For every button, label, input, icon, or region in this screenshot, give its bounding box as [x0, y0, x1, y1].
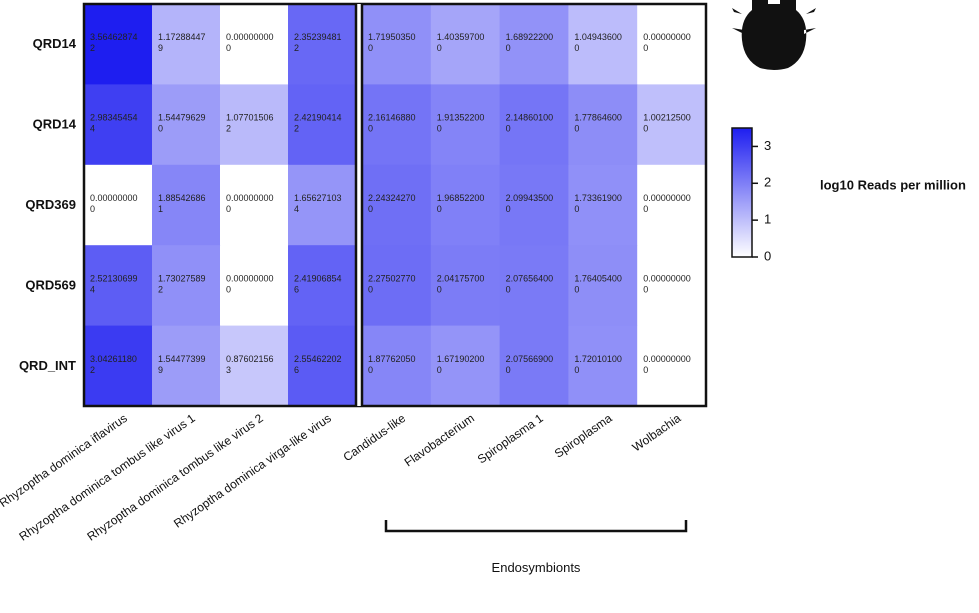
x-tick-label: Wolbachia: [630, 411, 684, 455]
row-label: QRD_INT: [19, 358, 76, 373]
x-tick-label: Flavobacterium: [402, 411, 477, 470]
row-label: QRD14: [33, 117, 77, 132]
group-bracket: [386, 520, 686, 531]
group-label: Endosymbionts: [492, 560, 581, 575]
beetle-icon: [732, 0, 816, 70]
chart: Endosymbionts log10 Reads per million QR…: [0, 0, 979, 613]
heatmap-cells: [84, 4, 707, 407]
row-label: QRD569: [25, 277, 76, 292]
x-tick-label: Candidus-like: [341, 411, 409, 464]
colorbar-tick-label: 2: [764, 175, 771, 190]
colorbar: [732, 128, 752, 257]
colorbar-title: log10 Reads per million: [820, 177, 966, 192]
row-label: QRD369: [25, 197, 76, 212]
colorbar-tick-label: 0: [764, 248, 771, 263]
row-label: QRD14: [33, 36, 77, 51]
x-tick-label: Spiroplasma 1: [475, 411, 546, 467]
beetle-gap: [768, 0, 780, 4]
colorbar-tick-label: 3: [764, 138, 771, 153]
x-tick-label: Rhyzoptha dominica iflavirus: [0, 411, 130, 510]
colorbar-tick-label: 1: [764, 212, 771, 227]
x-tick-label: Spiroplasma: [552, 411, 615, 461]
